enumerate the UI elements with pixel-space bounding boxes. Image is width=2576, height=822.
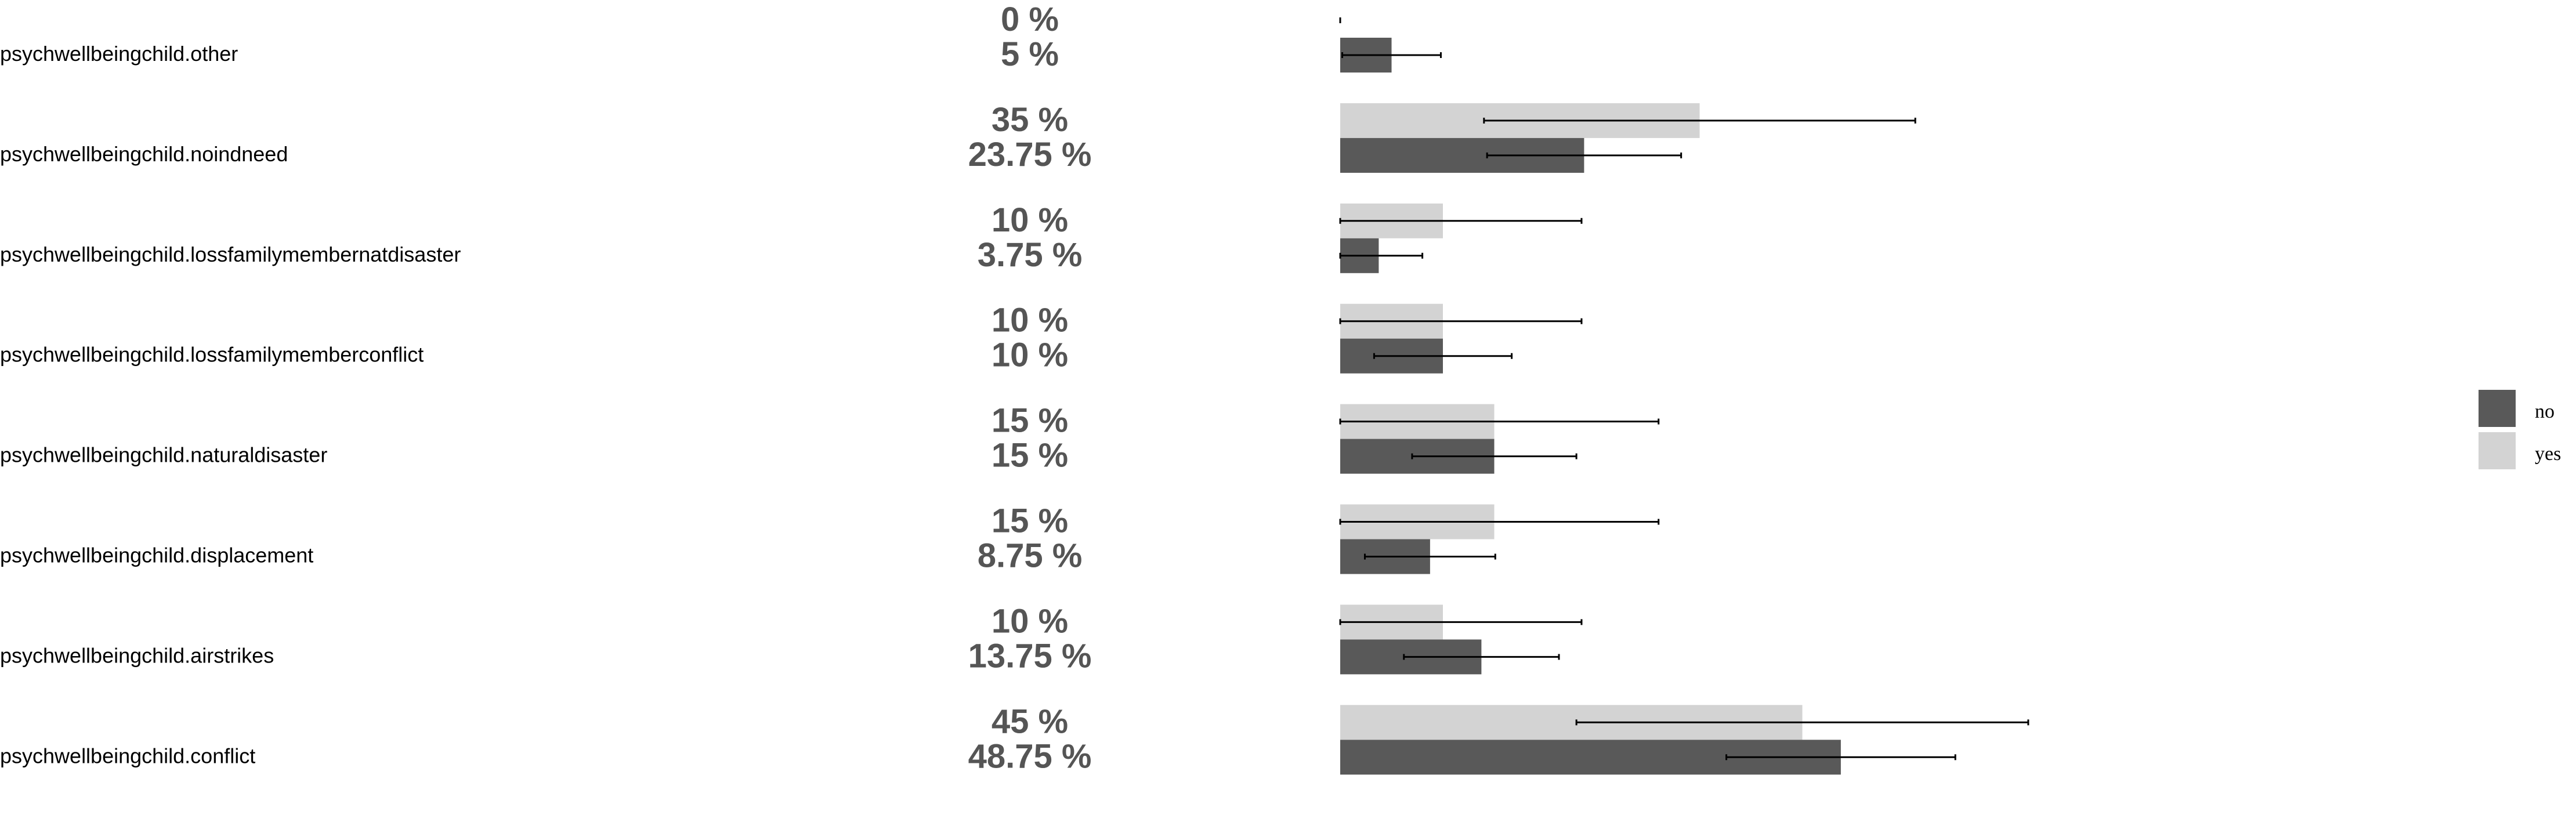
percentage-labels: 0 %5 %35 %23.75 %10 %3.75 %10 %10 %15 %1… xyxy=(968,1,1092,775)
error-bar-yes xyxy=(1339,619,1583,625)
category-label: psychwellbeingchild.naturaldisaster xyxy=(0,443,327,467)
error-bar-no xyxy=(1339,252,1424,259)
error-bar-no xyxy=(1403,654,1560,660)
pct-label-yes: 10 % xyxy=(992,201,1068,239)
error-bar-no xyxy=(1363,553,1496,560)
category-label: psychwellbeingchild.airstrikes xyxy=(0,643,274,667)
category-label: psychwellbeingchild.lossfamilymembernatd… xyxy=(0,242,461,266)
legend: no yes xyxy=(2479,390,2561,469)
error-bar-no xyxy=(1486,152,1683,158)
error-bar-yes xyxy=(1339,519,1660,525)
pct-label-no: 10 % xyxy=(992,336,1068,374)
pct-label-no: 15 % xyxy=(992,437,1068,475)
error-bars xyxy=(1339,17,2029,761)
category-label: psychwellbeingchild.lossfamilymemberconf… xyxy=(0,343,424,367)
pct-label-no: 5 % xyxy=(1001,35,1059,73)
pct-label-no: 13.75 % xyxy=(968,637,1092,675)
category-label: psychwellbeingchild.noindneed xyxy=(0,142,288,166)
category-labels: psychwellbeingchild.other psychwellbeingc… xyxy=(0,42,461,767)
legend-swatch-no xyxy=(2479,390,2516,427)
pct-label-yes: 0 % xyxy=(1001,1,1059,38)
pct-label-yes: 45 % xyxy=(992,702,1068,740)
error-bar-yes xyxy=(1339,318,1583,324)
error-bar-no xyxy=(1341,52,1442,58)
pct-label-no: 48.75 % xyxy=(968,737,1092,775)
category-label: psychwellbeingchild.other xyxy=(0,42,238,66)
category-label: psychwellbeingchild.conflict xyxy=(0,744,255,767)
pct-label-yes: 15 % xyxy=(992,502,1068,540)
error-bar-yes xyxy=(1575,719,2029,726)
legend-label-yes: yes xyxy=(2535,443,2561,465)
pct-label-no: 8.75 % xyxy=(978,537,1083,575)
bars xyxy=(1340,38,1841,775)
error-bar-yes xyxy=(1483,117,1916,124)
error-bar-yes xyxy=(1339,218,1583,224)
error-bar-no xyxy=(1725,754,1956,761)
pct-label-yes: 15 % xyxy=(992,402,1068,440)
error-bar-no xyxy=(1373,353,1513,359)
error-bar-yes xyxy=(1339,418,1660,425)
pct-label-yes: 10 % xyxy=(992,302,1068,339)
pct-label-yes: 10 % xyxy=(992,602,1068,640)
error-bar-no xyxy=(1411,453,1578,459)
legend-label-no: no xyxy=(2535,401,2555,422)
legend-swatch-yes xyxy=(2479,432,2516,469)
pct-label-no: 3.75 % xyxy=(978,236,1083,274)
category-label: psychwellbeingchild.displacement xyxy=(0,544,313,567)
pct-label-yes: 35 % xyxy=(992,101,1068,139)
pct-label-no: 23.75 % xyxy=(968,136,1092,173)
